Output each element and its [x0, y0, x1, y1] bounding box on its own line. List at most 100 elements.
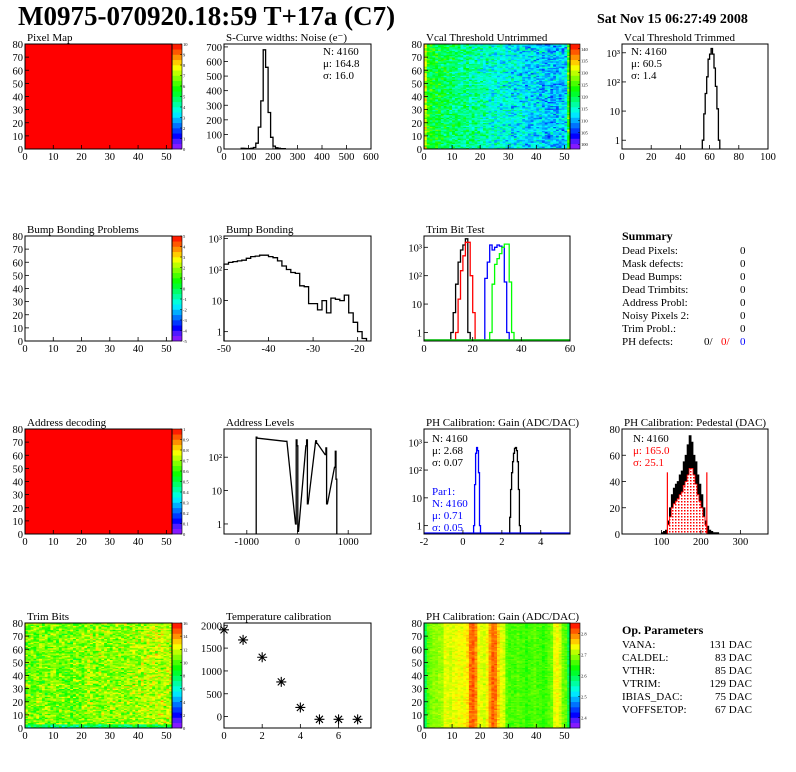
heatmap-cell — [432, 138, 436, 141]
heatmap-cell — [513, 108, 517, 110]
heatmap-cell — [482, 93, 487, 96]
palette-tick-label: 4 — [183, 245, 186, 250]
heatmap-cell — [564, 142, 568, 145]
heatmap-cell — [547, 110, 551, 113]
heatmap-cell — [533, 83, 537, 85]
heatmap-cell — [502, 95, 506, 97]
heatmap-cell — [488, 63, 492, 66]
heatmap-cell — [443, 97, 447, 100]
heatmap-cell — [440, 139, 444, 142]
heatmap-cell — [497, 93, 501, 96]
heatmap-cell — [466, 62, 470, 64]
heatmap-cell — [497, 142, 501, 145]
heatmap-cell — [25, 666, 29, 668]
heatmap-cell — [440, 78, 444, 80]
heatmap-cell — [443, 126, 447, 129]
heatmap-cell — [435, 51, 439, 54]
heatmap-cell — [519, 57, 523, 59]
heatmap-cell — [511, 59, 515, 62]
heatmap-cell — [460, 59, 464, 62]
x-tick-label: 50 — [161, 152, 172, 163]
y-tick-label: 50 — [13, 79, 24, 90]
palette-band — [172, 107, 182, 113]
heatmap-cell — [424, 58, 428, 61]
heatmap-cell — [30, 726, 34, 729]
heatmap-cell — [482, 57, 487, 59]
heatmap-cell — [440, 134, 444, 137]
stats-line: N: 4160 — [323, 46, 359, 58]
heatmap-cell — [519, 122, 523, 125]
heatmap-cell — [426, 105, 430, 108]
heatmap-cell — [555, 80, 560, 83]
heatmap-cell — [460, 76, 464, 79]
x-tick-label: 60 — [565, 344, 576, 355]
heatmap-cell — [539, 62, 543, 64]
heatmap-cell — [513, 129, 517, 131]
heatmap-cell — [27, 696, 31, 699]
heatmap-cell — [564, 65, 568, 67]
heatmap-cell — [443, 133, 447, 135]
heatmap-cell — [477, 105, 481, 108]
heatmap-cell — [477, 147, 481, 150]
chart-title: Vcal Threshold Trimmed — [624, 32, 736, 44]
heatmap-cell — [516, 145, 520, 147]
heatmap-cell — [457, 95, 461, 97]
heatmap-cell — [454, 51, 458, 54]
heatmap-cell — [480, 126, 484, 129]
heatmap-cell — [561, 51, 565, 54]
heatmap-cell — [553, 91, 557, 93]
heatmap-cell — [30, 632, 34, 634]
heatmap-cell — [449, 47, 453, 50]
palette-band — [172, 293, 182, 300]
heatmap-cell — [567, 120, 571, 122]
heatmap-cell — [432, 71, 436, 74]
heatmap-cell — [466, 70, 470, 72]
heatmap-cell — [477, 50, 481, 53]
heatmap-cell — [516, 93, 520, 96]
heatmap-cell — [438, 131, 442, 134]
heatmap-cell — [27, 661, 31, 663]
heatmap-cell — [482, 87, 487, 89]
heatmap-cell — [511, 96, 515, 99]
heatmap-cell — [25, 680, 29, 683]
heatmap-cell — [488, 91, 492, 93]
heatmap-cell — [550, 84, 554, 87]
heatmap-cell — [550, 75, 554, 78]
heatmap-cell — [513, 105, 517, 108]
heatmap-cell — [440, 135, 444, 138]
heatmap-cell — [547, 71, 551, 74]
heatmap-cell — [30, 629, 34, 632]
heatmap-cell — [471, 142, 475, 145]
heatmap-cell — [516, 137, 520, 139]
heatmap-cell — [550, 79, 554, 82]
heatmap-cell — [452, 137, 456, 139]
heatmap-cell — [443, 84, 447, 87]
heatmap-cell — [527, 67, 531, 70]
heatmap-cell — [550, 51, 554, 54]
heatmap-cell — [463, 63, 467, 66]
heatmap-cell — [466, 126, 470, 129]
heatmap-cell — [30, 714, 34, 717]
heatmap-cell — [561, 92, 565, 95]
heatmap-cell — [541, 44, 546, 46]
heatmap-cell — [558, 68, 562, 71]
heatmap-cell — [558, 75, 562, 78]
heatmap-cell — [27, 683, 31, 685]
heatmap-cell — [553, 53, 557, 55]
heatmap-cell — [480, 101, 484, 104]
plot-frame — [423, 428, 571, 535]
heatmap-cell — [480, 89, 484, 92]
palette-band — [172, 241, 182, 247]
heatmap-cell — [527, 46, 531, 49]
heatmap-cell — [536, 108, 540, 110]
heatmap-cell — [449, 66, 453, 68]
heatmap-cell — [519, 74, 523, 76]
heatmap-cell — [550, 62, 554, 64]
heatmap-cell — [480, 49, 484, 51]
heatmap-cell — [561, 130, 565, 133]
heatmap-cell — [30, 687, 34, 689]
heatmap-cell — [426, 110, 430, 113]
heatmap-cell — [511, 108, 515, 110]
